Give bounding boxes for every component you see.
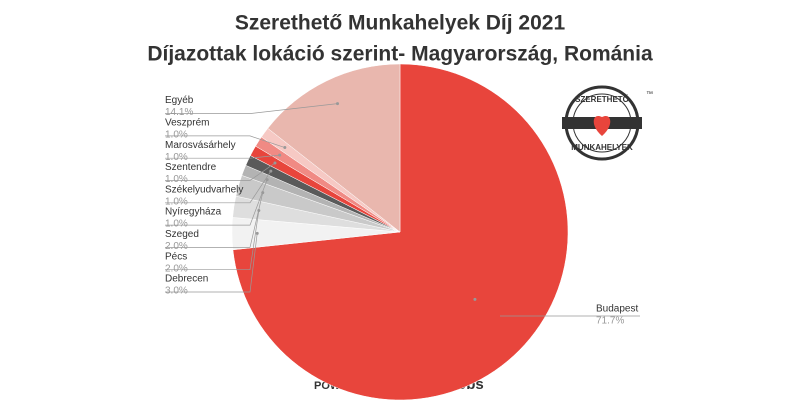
leader-dot	[265, 178, 269, 182]
leader-dot	[255, 231, 259, 235]
slice-value: 1.0%	[165, 152, 188, 163]
leader-line	[165, 135, 285, 148]
logo: SZERETHETŐ MUNKAHELYEK ™	[562, 85, 653, 161]
slice-value: 2.0%	[165, 241, 188, 252]
logo-tm: ™	[646, 91, 653, 98]
leader-dot	[283, 146, 287, 150]
leader-line	[165, 179, 268, 226]
slice-value: 3.0%	[165, 286, 188, 297]
leader-line	[165, 192, 264, 248]
leader-line	[165, 210, 260, 271]
logo-top: SZERETHETŐ	[575, 95, 629, 104]
leader-dot	[278, 153, 282, 157]
slice-label: Veszprém	[165, 118, 209, 129]
leader-dot	[473, 297, 477, 301]
slice-value: 1.0%	[165, 196, 188, 207]
logo-heart	[593, 115, 611, 136]
slice-label: Nyíregyháza	[165, 207, 222, 218]
slice-label: Egyéb	[165, 95, 194, 106]
slice-label: Marosvásárhely	[165, 140, 236, 151]
chart-title: Szerethető Munkahelyek Díj 2021	[235, 12, 566, 35]
slice-value: 14.1%	[165, 107, 193, 118]
leader-dot	[336, 102, 340, 106]
slice-label: Pécs	[165, 251, 187, 262]
slice-label: Szeged	[165, 229, 199, 240]
slice-value: 1.0%	[165, 219, 188, 230]
slice-label: Székelyudvarhely	[165, 184, 243, 195]
chart-subtitle: Díjazottak lokáció szerint- Magyarország…	[147, 43, 653, 66]
leader-dot	[273, 161, 277, 165]
pie-slice	[232, 63, 569, 401]
slice-label: Debrecen	[165, 274, 208, 285]
leader-line	[165, 162, 276, 181]
leader-line	[165, 170, 272, 204]
slice-value: 71.7%	[596, 316, 624, 327]
slice-label: Budapest	[596, 304, 638, 315]
slice-value: 2.0%	[165, 263, 188, 274]
slice-label: Szentendre	[165, 162, 217, 173]
leader-line	[165, 154, 280, 159]
leader-line	[165, 233, 258, 293]
leader-dot	[269, 169, 273, 173]
pie-slice	[267, 63, 401, 233]
logo-bottom: MUNKAHELYEK	[571, 143, 633, 152]
slice-value: 1.0%	[165, 174, 188, 185]
slice-value: 1.0%	[165, 130, 188, 141]
leader-line	[165, 103, 338, 114]
